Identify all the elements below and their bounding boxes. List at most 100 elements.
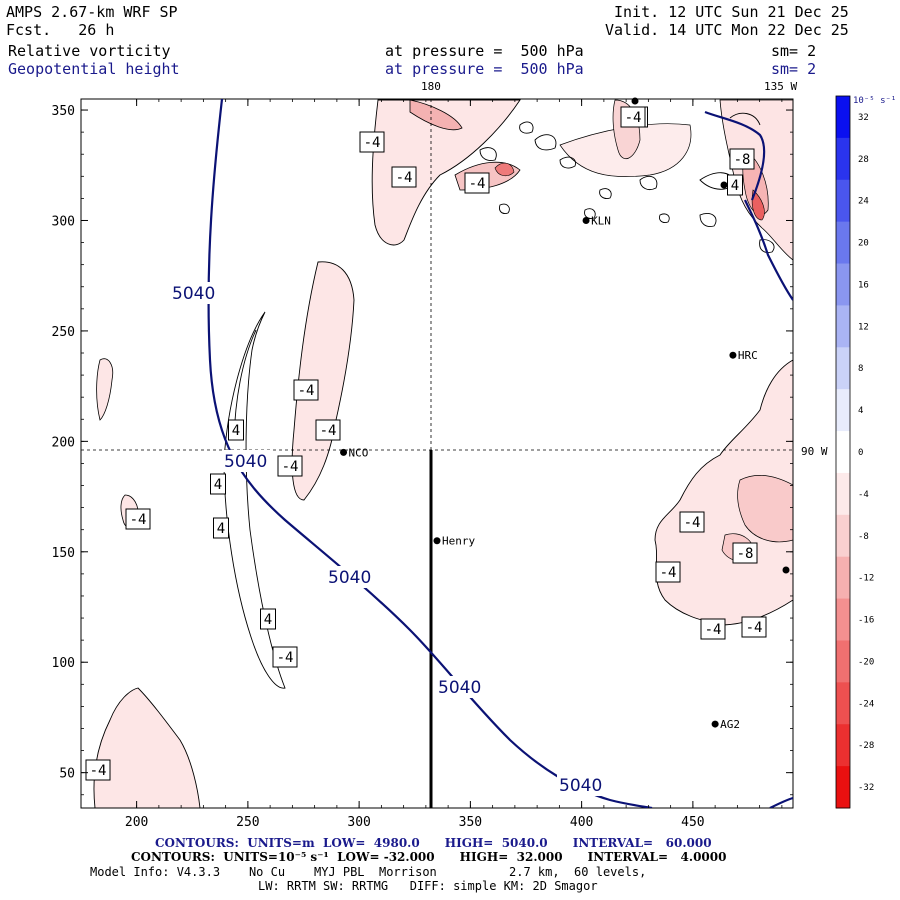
colorbar: 32 28 24 20 16 12 8 4 0 -4 -8 -12 -16 -20 -24 -28 -32 bbox=[835, 95, 874, 809]
y-tick-label: 300 bbox=[52, 214, 75, 229]
x-tick-label: 250 bbox=[236, 815, 259, 830]
station-label: HRC bbox=[738, 349, 758, 362]
colorbar-swatch bbox=[836, 221, 850, 265]
vorticity-label: -4 bbox=[660, 565, 677, 581]
station-marker-edge bbox=[782, 566, 790, 574]
field2-pressure: at pressure = 500 hPa bbox=[385, 60, 584, 78]
x-tick-label: 450 bbox=[681, 815, 704, 830]
x-axis: 200 250 300 350 400 450 bbox=[125, 99, 783, 830]
vorticity-label: 4 bbox=[217, 521, 225, 537]
vorticity-label-box bbox=[729, 148, 755, 170]
field1-name: Relative vorticity bbox=[8, 42, 171, 60]
vorticity-label-box bbox=[679, 511, 705, 533]
field1-pressure: at pressure = 500 hPa bbox=[385, 42, 584, 60]
station-marker bbox=[711, 720, 719, 728]
y-tick-label: 50 bbox=[59, 767, 75, 782]
colorbar-label: -12 bbox=[858, 574, 874, 584]
colorbar-label: 8 bbox=[858, 364, 863, 374]
colorbar-swatch bbox=[836, 556, 850, 600]
x-tick-label: 200 bbox=[125, 815, 148, 830]
vorticity-label: -4 bbox=[277, 650, 294, 666]
station-label: NCO bbox=[349, 446, 369, 459]
vorticity-label: -4 bbox=[298, 383, 315, 399]
vorticity-label-box bbox=[272, 646, 298, 668]
colorbar-swatch bbox=[836, 766, 850, 809]
vorticity-label: -4 bbox=[282, 459, 299, 475]
vorticity-label: -4 bbox=[469, 176, 486, 192]
height-label: 5040 bbox=[559, 776, 602, 796]
field1-smoothing: sm= 2 bbox=[771, 42, 817, 60]
vorticity-label-box bbox=[260, 608, 276, 630]
height-label: 5040 bbox=[438, 678, 481, 698]
colorbar-swatch bbox=[836, 179, 850, 223]
station-marker-edge bbox=[631, 97, 639, 105]
vorticity-labels: -4-4-4-4-4-4-4-4-4-4-4-4-8-8444444-4-4 bbox=[85, 106, 767, 781]
station-marker bbox=[433, 537, 441, 545]
vorticity-label-box bbox=[732, 542, 758, 564]
y-tick-label: 250 bbox=[52, 325, 75, 340]
colorbar-label: -8 bbox=[858, 532, 869, 542]
footer-physics: LW: RRTM SW: RRTMG DIFF: simple KM: 2D S… bbox=[258, 879, 598, 893]
y-tick-label: 350 bbox=[52, 104, 75, 119]
y-tick-label: 100 bbox=[52, 656, 75, 671]
colorbar-label: 28 bbox=[858, 155, 869, 165]
station-label: AG2 bbox=[720, 718, 740, 731]
vorticity-label-box bbox=[125, 508, 151, 530]
colorbar-label: 20 bbox=[858, 239, 869, 249]
vorticity-label-box bbox=[277, 455, 303, 477]
vorticity-label-box bbox=[741, 616, 767, 638]
vorticity-label: -4 bbox=[625, 110, 642, 126]
colorbar-swatch bbox=[836, 640, 850, 683]
colorbar-frame bbox=[835, 95, 851, 809]
vorticity-label-box bbox=[391, 166, 417, 188]
colorbar-swatch bbox=[836, 263, 850, 306]
station-marker-edge bbox=[720, 181, 728, 189]
colorbar-swatch bbox=[836, 96, 850, 139]
height-label: 5040 bbox=[328, 568, 371, 588]
vorticity-label: -4 bbox=[130, 512, 147, 528]
colorbar-swatch bbox=[836, 137, 850, 181]
field2-name: Geopotential height bbox=[8, 60, 180, 78]
vorticity-label: -4 bbox=[396, 170, 413, 186]
vorticity-label: -8 bbox=[734, 152, 751, 168]
vorticity-label: -4 bbox=[90, 763, 107, 779]
colorbar-label: 32 bbox=[858, 113, 869, 123]
y-tick-label: 150 bbox=[52, 546, 75, 561]
colorbar-swatch bbox=[836, 682, 850, 725]
vorticity-label: -4 bbox=[705, 622, 722, 638]
colorbar-label: 4 bbox=[858, 406, 863, 416]
station-label: KLN bbox=[591, 214, 611, 227]
colorbar-label: 12 bbox=[858, 322, 869, 332]
station-label: Henry bbox=[442, 535, 475, 548]
vorticity-label-box bbox=[315, 419, 341, 441]
colorbar-swatch bbox=[836, 305, 850, 348]
station-marker bbox=[729, 351, 737, 359]
vorticity-label: 4 bbox=[264, 612, 272, 628]
vorticity-label-box bbox=[228, 419, 244, 441]
model-title: AMPS 2.67-km WRF SP bbox=[6, 3, 178, 21]
colorbar-label: -4 bbox=[858, 490, 869, 500]
vorticity-label-box bbox=[700, 618, 726, 640]
colorbar-unit: 10⁻⁵ s⁻¹ bbox=[853, 96, 896, 106]
station-marker bbox=[582, 216, 590, 224]
colorbar-label: -20 bbox=[858, 657, 874, 667]
vorticity-label-box bbox=[655, 561, 681, 583]
vorticity-label: 4 bbox=[232, 423, 240, 439]
vorticity-label-box bbox=[85, 759, 111, 781]
vorticity-label: 4 bbox=[214, 477, 222, 493]
colorbar-swatch bbox=[836, 598, 850, 641]
colorbar-label: -24 bbox=[858, 699, 874, 709]
x-tick-label: 350 bbox=[459, 815, 482, 830]
vorticity-label-box bbox=[293, 379, 319, 401]
height-labels: 5040 5040 5040 5040 5040 bbox=[170, 282, 607, 796]
colorbar-label: 16 bbox=[858, 280, 869, 290]
x-tick-label: 300 bbox=[347, 815, 370, 830]
y-tick-label: 200 bbox=[52, 435, 75, 450]
colorbar-label: -28 bbox=[858, 741, 874, 751]
colorbar-swatch bbox=[836, 724, 850, 767]
height-label: 5040 bbox=[172, 284, 215, 304]
colorbar-label: -16 bbox=[858, 616, 874, 626]
station-marker bbox=[340, 448, 348, 456]
plot-frame bbox=[80, 98, 794, 809]
